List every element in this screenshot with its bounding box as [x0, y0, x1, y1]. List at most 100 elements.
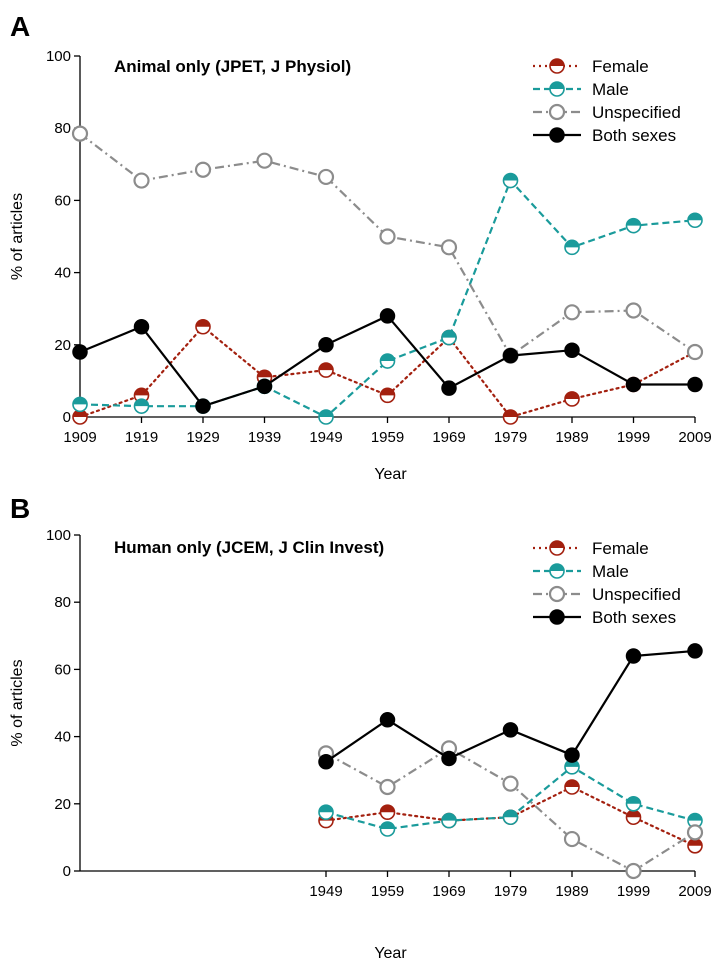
legend-item-male: Male: [533, 80, 629, 99]
data-point-female: [379, 804, 396, 821]
x-tick-label: 1989: [555, 883, 588, 900]
data-point-unspecified: [440, 239, 458, 256]
data-point-male: [441, 812, 457, 829]
data-point-male: [133, 398, 150, 414]
legend-label: Unspecified: [592, 103, 681, 122]
y-tick-label: 60: [54, 192, 71, 209]
legend-marker: [549, 540, 565, 556]
legend-marker: [549, 563, 565, 579]
x-tick-label: 1909: [63, 429, 96, 446]
data-point-unspecified: [133, 172, 150, 189]
data-point-female: [379, 387, 396, 404]
data-point-male: [625, 795, 642, 812]
x-tick-label: 1949: [309, 883, 342, 900]
data-point-both: [441, 750, 457, 767]
x-tick-label: 1959: [371, 883, 404, 900]
x-axis-label: Year: [374, 466, 407, 483]
y-axis-label: % of articles: [9, 193, 26, 280]
x-tick-label: 1949: [309, 429, 342, 446]
legend-item-unspecified: Unspecified: [533, 585, 681, 604]
data-point-male: [379, 353, 396, 369]
legend-item-female: Female: [533, 539, 649, 558]
data-point-unspecified: [686, 824, 704, 841]
legend-marker: [549, 81, 565, 97]
x-tick-label: 1929: [186, 429, 219, 446]
x-tick-label: 1969: [432, 429, 465, 446]
panel-letter: A: [10, 11, 30, 42]
data-point-male: [564, 239, 580, 256]
legend-marker: [548, 103, 566, 121]
data-point-both: [502, 722, 519, 738]
x-tick-label: 1969: [432, 883, 465, 900]
data-point-female: [564, 391, 580, 407]
series-both: [72, 308, 703, 414]
legend: Female Male Unspecified Both sexes: [533, 57, 681, 145]
data-point-unspecified: [502, 775, 519, 792]
y-tick-label: 40: [54, 729, 71, 746]
data-point-both: [687, 643, 703, 659]
x-tick-label: 2009: [678, 883, 711, 900]
data-point-both: [502, 347, 519, 364]
data-point-unspecified: [379, 228, 396, 245]
data-point-male: [72, 396, 88, 413]
data-point-unspecified: [256, 152, 273, 169]
data-point-male: [441, 329, 457, 346]
data-point-unspecified: [686, 343, 704, 361]
x-tick-label: 1989: [555, 429, 588, 446]
legend-item-both: Both sexes: [533, 126, 676, 145]
data-point-male: [318, 409, 334, 425]
data-point-unspecified: [71, 125, 89, 142]
data-point-female: [625, 809, 642, 826]
series-both: [318, 643, 703, 770]
data-point-both: [564, 747, 580, 763]
legend-marker: [549, 58, 565, 74]
legend-marker: [549, 609, 565, 625]
data-point-both: [256, 378, 273, 395]
y-axis-label: % of articles: [9, 659, 26, 746]
data-point-unspecified: [379, 778, 396, 796]
x-axis-label: Year: [374, 945, 407, 962]
legend-marker: [549, 127, 565, 143]
data-point-both: [72, 344, 88, 360]
x-tick-label: 1939: [248, 429, 281, 446]
legend: Female Male Unspecified Both sexes: [533, 539, 681, 627]
data-point-male: [625, 217, 642, 234]
data-point-both: [625, 376, 642, 393]
legend-label: Male: [592, 562, 629, 581]
data-point-female: [687, 837, 703, 854]
legend-marker: [548, 585, 566, 603]
data-point-female: [195, 318, 211, 335]
chart-panel-a: A Animal only (JPET, J Physiol) 0 20 40 60 80 1…: [9, 11, 712, 483]
legend-item-both: Both sexes: [533, 608, 676, 627]
legend-label: Unspecified: [592, 585, 681, 604]
data-point-both: [379, 308, 396, 324]
data-point-unspecified: [563, 830, 581, 848]
y-tick-label: 20: [54, 337, 71, 354]
data-point-male: [502, 809, 519, 826]
x-tick-label: 1999: [617, 883, 650, 900]
data-point-unspecified: [194, 161, 212, 178]
chart-title: Animal only (JPET, J Physiol): [114, 57, 351, 76]
legend-item-unspecified: Unspecified: [533, 103, 681, 122]
data-point-male: [687, 812, 703, 829]
series-line-unspecified: [79, 132, 696, 358]
data-point-both: [133, 319, 150, 335]
x-tick-label: 2009: [678, 429, 711, 446]
x-tick-label: 1959: [371, 429, 404, 446]
legend-label: Female: [592, 57, 649, 76]
series-line-both: [325, 649, 696, 763]
legend-item-female: Female: [533, 57, 649, 76]
series-male: [318, 759, 703, 837]
data-point-male: [379, 821, 396, 837]
x-tick-label: 1999: [617, 429, 650, 446]
legend-label: Both sexes: [592, 126, 676, 145]
data-point-unspecified: [625, 862, 642, 880]
y-tick-label: 100: [46, 48, 71, 65]
series-unspecified: [71, 125, 704, 364]
x-tick-label: 1979: [494, 883, 527, 900]
data-point-female: [318, 362, 334, 378]
data-point-both: [379, 712, 396, 728]
chart-title: Human only (JCEM, J Clin Invest): [114, 538, 384, 557]
x-tick-label: 1979: [494, 429, 527, 446]
